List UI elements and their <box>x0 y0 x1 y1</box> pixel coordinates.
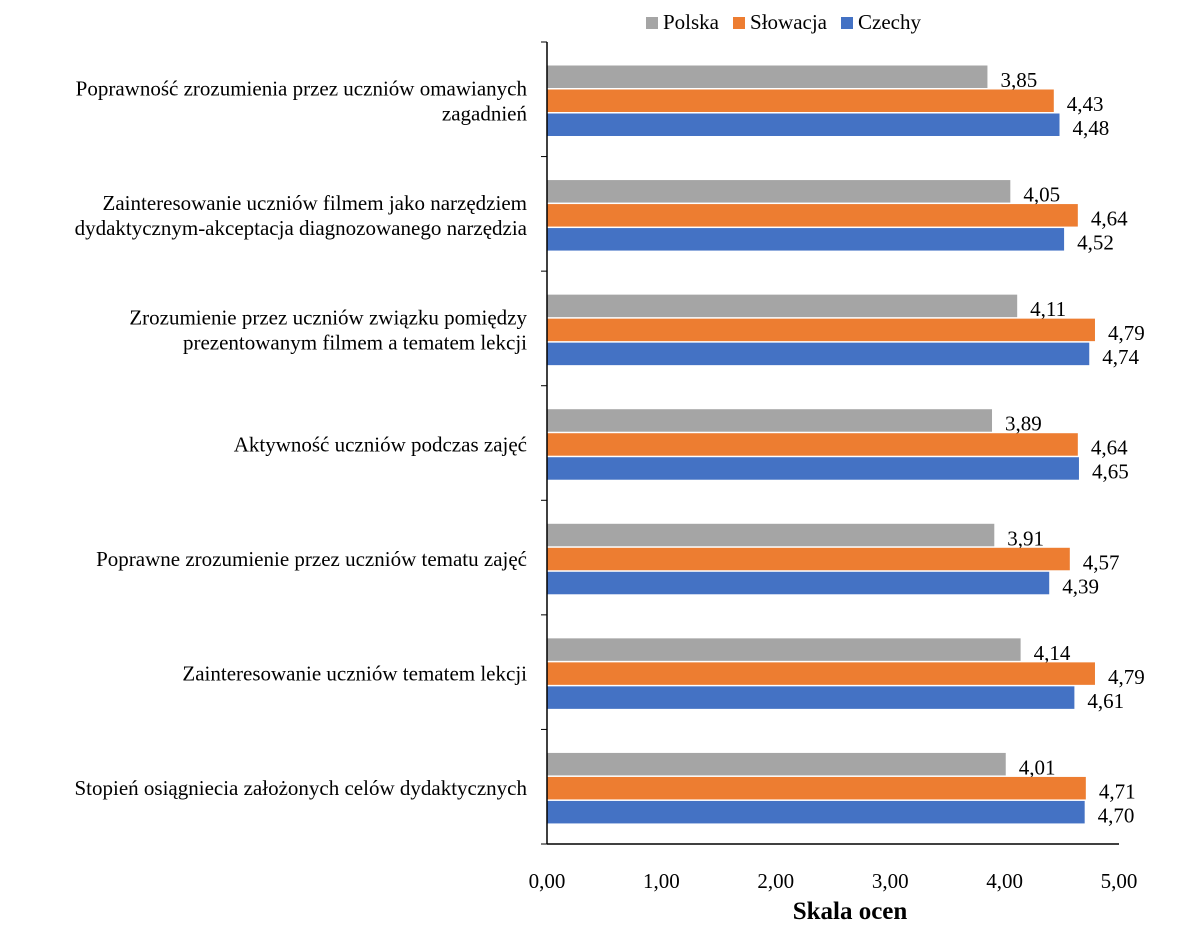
bar <box>547 409 993 432</box>
legend-label-polska: Polska <box>663 10 720 34</box>
bar <box>547 318 1095 342</box>
bar <box>547 571 1050 595</box>
legend-label-czechy: Czechy <box>858 10 921 34</box>
data-label: 4,70 <box>1098 803 1135 827</box>
data-label: 4,52 <box>1077 231 1114 255</box>
data-label: 4,43 <box>1067 92 1104 116</box>
legend-swatch-czechy <box>841 16 853 29</box>
bar <box>547 686 1075 709</box>
category-label: Poprawne zrozumienie przez uczniów temat… <box>96 547 527 571</box>
category-label: Aktywność uczniów podczas zajęć <box>234 432 527 456</box>
data-label: 3,85 <box>1000 68 1037 92</box>
data-label: 4,61 <box>1087 689 1124 713</box>
legend-label-slowacja: Słowacja <box>750 10 827 34</box>
bar <box>547 638 1021 661</box>
bar <box>547 776 1086 800</box>
bar <box>547 800 1085 824</box>
bar <box>547 204 1078 227</box>
x-tick-label: 0,00 <box>529 869 566 893</box>
category-label: Stopień osiągniecia założonych celów dyd… <box>74 776 527 800</box>
legend-swatch-polska <box>646 16 658 29</box>
category-label: prezentowanym filmem a tematem lekcji <box>183 330 527 354</box>
bar <box>547 113 1060 136</box>
category-label: Zrozumienie przez uczniów związku pomięd… <box>129 305 527 329</box>
data-label: 4,01 <box>1019 755 1056 779</box>
category-label: Zainteresowanie uczniów filmem jako narz… <box>103 191 527 215</box>
bar <box>547 342 1090 366</box>
data-label: 4,48 <box>1073 116 1110 140</box>
data-label: 4,11 <box>1030 297 1066 321</box>
data-label: 4,14 <box>1034 641 1071 665</box>
bar <box>547 65 988 88</box>
data-label: 4,64 <box>1091 436 1128 460</box>
data-label: 4,71 <box>1099 779 1136 803</box>
x-axis-title: Skala ocen <box>792 898 908 925</box>
bar <box>547 228 1065 251</box>
bar <box>547 752 1006 776</box>
data-label: 4,05 <box>1023 183 1060 207</box>
data-label: 4,39 <box>1062 574 1099 598</box>
x-tick-label: 4,00 <box>986 869 1023 893</box>
x-tick-label: 5,00 <box>1101 869 1138 893</box>
bar <box>547 662 1095 685</box>
data-label: 4,74 <box>1102 345 1139 369</box>
data-label: 3,89 <box>1005 412 1042 436</box>
x-tick-label: 2,00 <box>757 869 794 893</box>
legend: Polska Słowacja Czechy <box>646 10 935 35</box>
data-label: 3,91 <box>1007 526 1044 550</box>
x-tick-label: 3,00 <box>872 869 909 893</box>
bar <box>547 457 1079 480</box>
category-label: dydaktycznym-akceptacja diagnozowanego n… <box>75 216 528 240</box>
legend-item-slowacja: Słowacja <box>733 10 827 35</box>
bar <box>547 433 1078 456</box>
data-label: 4,79 <box>1108 321 1145 345</box>
bar <box>547 523 995 547</box>
bar <box>547 547 1070 571</box>
bar <box>547 89 1054 112</box>
data-label: 4,79 <box>1108 665 1145 689</box>
data-label: 4,65 <box>1092 460 1129 484</box>
legend-item-czechy: Czechy <box>841 10 921 35</box>
legend-item-polska: Polska <box>646 10 719 35</box>
x-tick-label: 1,00 <box>643 869 680 893</box>
data-label: 4,64 <box>1091 207 1128 231</box>
bar <box>547 180 1011 203</box>
category-label: zagadnień <box>442 101 528 125</box>
legend-swatch-slowacja <box>733 16 746 29</box>
category-label: Poprawność zrozumienia przez uczniów oma… <box>76 76 528 100</box>
bar <box>547 294 1018 318</box>
category-label: Zainteresowanie uczniów tematem lekcji <box>182 662 527 686</box>
data-label: 4,57 <box>1083 550 1120 574</box>
